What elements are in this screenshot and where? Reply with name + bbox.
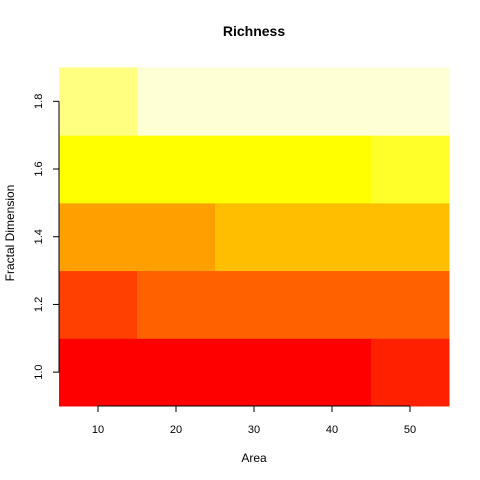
heatmap-cell xyxy=(59,338,372,407)
y-axis-ticks: 1.0 1.2 1.4 1.6 1.8 xyxy=(33,94,59,380)
chart-title: Richness xyxy=(223,23,285,39)
x-tick-label: 30 xyxy=(248,424,260,436)
x-tick-label: 20 xyxy=(170,424,182,436)
y-axis-label: Fractal Dimension xyxy=(3,185,17,282)
x-tick-label: 10 xyxy=(92,424,104,436)
x-tick-label: 50 xyxy=(404,424,416,436)
heatmap-cell xyxy=(371,338,450,407)
x-axis-ticks: 10 20 30 40 50 xyxy=(92,406,416,436)
heatmap-cell xyxy=(371,135,450,204)
heatmap-cell xyxy=(59,202,216,272)
heatmap-cell xyxy=(137,67,450,136)
heatmap-cell xyxy=(59,135,372,204)
x-axis-label: Area xyxy=(241,451,267,465)
y-tick-label: 1.6 xyxy=(33,161,45,176)
y-tick-label: 1.4 xyxy=(33,229,45,244)
heatmap-cell xyxy=(215,202,450,272)
y-tick-label: 1.0 xyxy=(33,364,45,379)
y-tick-label: 1.8 xyxy=(33,94,45,109)
y-tick-label: 1.2 xyxy=(33,297,45,312)
heatmap-cells xyxy=(59,67,450,407)
heatmap-cell xyxy=(137,270,450,339)
heatmap-cell xyxy=(59,67,138,136)
heatmap-cell xyxy=(59,270,138,339)
x-tick-label: 40 xyxy=(326,424,338,436)
